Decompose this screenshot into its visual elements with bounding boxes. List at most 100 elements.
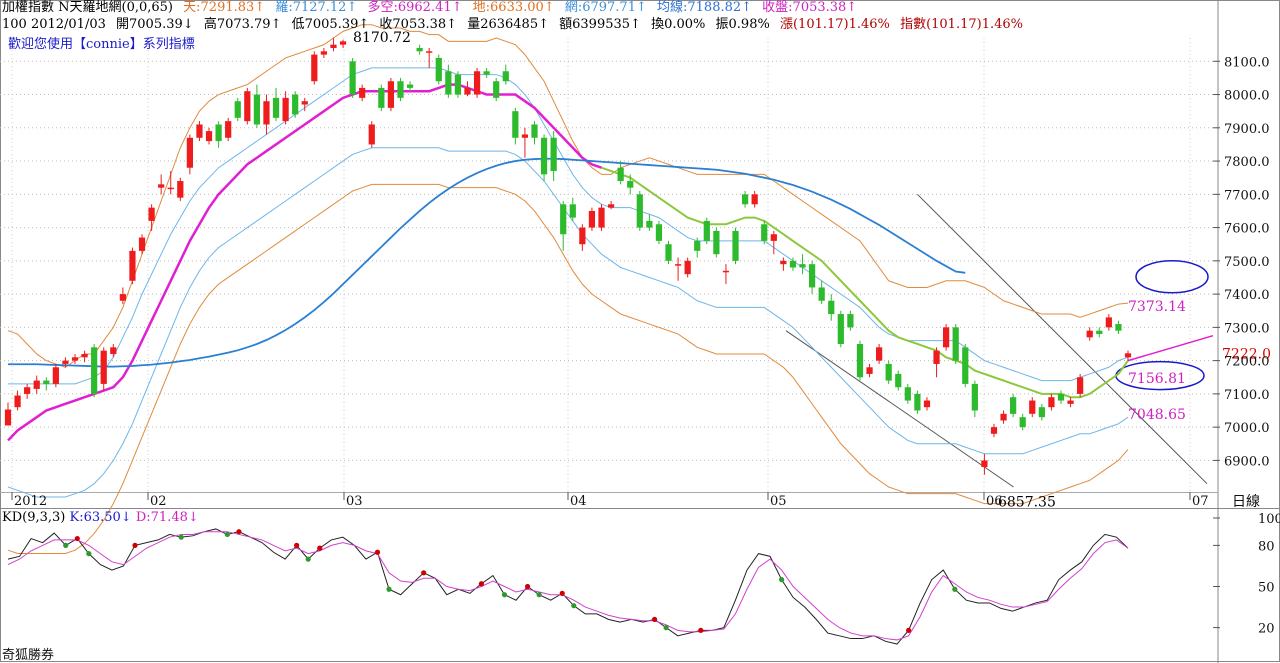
quote-amount: 額6399535↑ [559,17,641,32]
candle-body [24,387,31,394]
candle-body [1019,417,1026,428]
candle-body [311,54,318,82]
candle-body [607,204,615,208]
candle-body [454,74,462,95]
x-tick-label: 07 [1192,494,1209,509]
kd-panel: 20 50 80 100 [7,512,1280,645]
kd-golden-cross [374,549,381,555]
candle-body [234,101,241,118]
candle-body [1115,324,1122,331]
series-天 [7,24,1129,368]
x-tick-label: 2012 [14,494,47,509]
highlight-ellipse-ma [1135,260,1209,294]
candle-body [569,204,576,218]
kd-dead-cross [224,531,230,538]
kd-dead-cross [178,534,184,540]
series-long-short-line-late [601,166,1129,399]
candle-body [52,367,59,384]
candle-body [952,327,959,361]
x-tick-label: 05 [770,494,787,509]
candle-body [866,367,873,374]
x-tick-label: 06 [986,494,1003,509]
candle-body [426,51,433,53]
quote-turnover: 換0.00% [651,17,706,32]
candle-body [540,137,548,175]
quote-amplitude: 振0.98% [715,17,770,32]
candle-body [435,57,442,82]
candle-body [493,81,500,98]
brand-label: 奇狐勝券 [2,648,55,663]
candle-body [1000,413,1007,421]
candle-body [636,194,643,228]
quote-open: 開7005.39↓ [116,17,194,32]
candle-body [502,71,509,82]
candle-body [158,184,165,188]
kd-golden-cross [559,590,565,596]
candle-body [665,244,672,261]
price-annotation: 7156.81 [1128,371,1186,387]
candle-body [837,314,844,344]
band-lines [7,24,1214,555]
candle-body [694,240,701,251]
candle-body [148,207,155,221]
candle-body [282,97,289,122]
candle-body [933,350,940,364]
kd-y-tick-label: 50 [1258,581,1275,596]
candle-body [550,137,557,172]
candle-body [43,380,50,384]
candle-body [981,460,988,468]
y-tick-label: 6900.0 [1224,454,1270,469]
candle-body [1057,393,1065,401]
candle-body [732,230,739,261]
kd-dead-cross [305,556,311,562]
candle-body [684,260,691,275]
candle-body [292,94,299,115]
series-網 [7,147,1129,498]
quote-row: 100 2012/01/03 開7005.39↓ 高7073.79↑ 低7005… [2,17,1029,33]
kd-d-value: D:71.48↓ [135,510,199,525]
candle-body [1048,397,1055,408]
candle-body [359,87,366,98]
kd-dead-cross [663,625,669,631]
net-value: 羅:7127.12↑ [275,0,358,15]
candle-body [627,181,634,188]
candle-body [588,210,596,228]
candle-body [655,224,663,241]
candle-body [483,71,490,75]
price-annotation: 8170.72 [353,30,411,46]
candle-body [943,327,950,348]
earth-value: 地:6633.00↑ [472,0,555,15]
kd-frame [0,508,1280,662]
candle-body [1096,330,1103,335]
quote-close: 收7053.38↑ [379,17,458,32]
kd-dead-cross [779,577,785,583]
y-tick-label: 7300.0 [1224,321,1270,336]
candle-body [828,300,835,315]
candle-body [560,204,567,235]
candle-body [990,427,998,434]
candle-body [445,71,452,95]
quote-index-change: 指數(101.17)1.46% [900,17,1023,32]
y-tick-label: 8000.0 [1224,89,1270,104]
candle-body [713,230,720,255]
x-tick-label: 02 [150,494,167,509]
candle-body [531,124,538,138]
candle-body [205,131,213,142]
candle-body [789,260,797,268]
candle-body [799,264,806,268]
candle-body [33,380,40,389]
quote-low: 低7005.39↑ [291,17,370,32]
kd-golden-cross [651,616,658,622]
long-short-value: 多空:6962.41↑ [367,0,463,15]
channel-lower-line [785,330,1014,488]
indicator-header: 加權指數 N天羅地網(0,0,65) 天:7291.83↑ 羅:7127.12↑… [2,0,863,16]
candle-body [301,101,308,105]
candle-body [674,264,682,266]
price-annotation: 7048.65 [1128,407,1186,423]
candle-body [579,227,586,245]
kd-dead-cross [501,592,508,598]
candle-body [416,47,423,52]
candle-body [406,84,414,88]
candle-body [971,383,978,411]
